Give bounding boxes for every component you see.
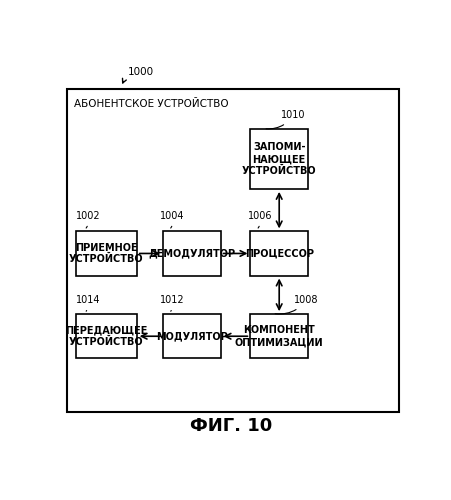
- Text: 1010: 1010: [266, 110, 306, 129]
- Text: 1012: 1012: [160, 295, 185, 311]
- Bar: [67, 89, 399, 412]
- Text: 1000: 1000: [123, 68, 154, 83]
- Text: ПРОЦЕССОР: ПРОЦЕССОР: [245, 248, 314, 258]
- Bar: [250, 314, 308, 358]
- Text: ФИГ. 10: ФИГ. 10: [190, 418, 272, 436]
- Text: 1008: 1008: [275, 295, 318, 314]
- Text: МОДУЛЯТОР: МОДУЛЯТОР: [156, 331, 228, 341]
- Text: ДЕМОДУЛЯТОР: ДЕМОДУЛЯТОР: [148, 248, 235, 258]
- Bar: [250, 130, 308, 189]
- Text: ПЕРЕДАЮЩЕЕ
УСТРОЙСТВО: ПЕРЕДАЮЩЕЕ УСТРОЙСТВО: [65, 326, 147, 347]
- Text: 1006: 1006: [248, 211, 272, 228]
- Bar: [76, 232, 137, 276]
- Bar: [163, 314, 221, 358]
- Bar: [163, 232, 221, 276]
- Text: КОМПОНЕНТ
ОПТИМИЗАЦИИ: КОМПОНЕНТ ОПТИМИЗАЦИИ: [235, 326, 323, 347]
- Text: ЗАПОМИ-
НАЮЩЕЕ
УСТРОЙСТВО: ЗАПОМИ- НАЮЩЕЕ УСТРОЙСТВО: [242, 142, 317, 176]
- Text: ПРИЕМНОЕ
УСТРОЙСТВО: ПРИЕМНОЕ УСТРОЙСТВО: [69, 242, 143, 264]
- Text: 1002: 1002: [76, 211, 100, 228]
- Text: 1014: 1014: [76, 295, 100, 311]
- Text: АБОНЕНТСКОЕ УСТРОЙСТВО: АБОНЕНТСКОЕ УСТРОЙСТВО: [74, 98, 229, 108]
- Text: 1004: 1004: [160, 211, 184, 228]
- Bar: [76, 314, 137, 358]
- Bar: [250, 232, 308, 276]
